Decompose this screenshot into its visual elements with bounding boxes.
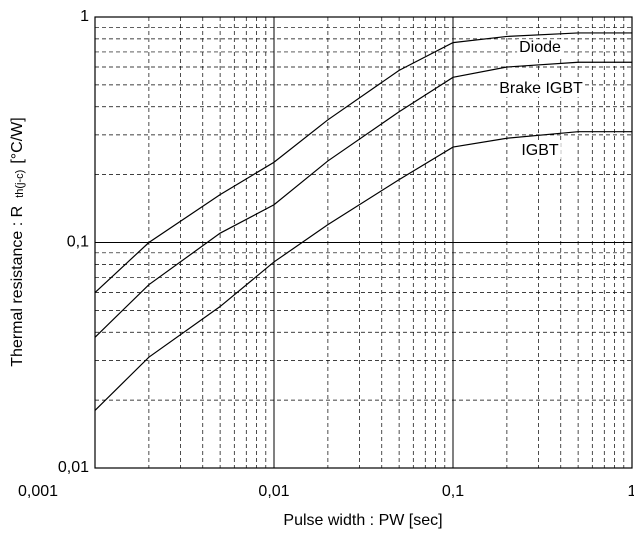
- x-axis-title: Pulse width : PW [sec]: [283, 512, 442, 529]
- y-axis-title: Thermal resistance : R th(j-c) [°C/W]: [9, 117, 26, 366]
- y-axis-title-main: Thermal resistance : R: [9, 206, 26, 367]
- x-tick-label: 1: [628, 483, 634, 500]
- series-label-bg: [497, 80, 586, 98]
- series-label: Brake IGBT: [499, 80, 583, 97]
- series-line: [94, 32, 632, 293]
- x-tick-label: 0,01: [258, 483, 289, 500]
- y-tick-label: 0,1: [67, 234, 89, 251]
- series-label-bg: [517, 39, 563, 57]
- x-tick-label: 0,1: [442, 483, 464, 500]
- series-line: [94, 131, 632, 411]
- series-label: Diode: [519, 39, 561, 56]
- y-tick-label: 1: [80, 8, 89, 25]
- y-tick-label: 0,01: [58, 459, 89, 476]
- series-line: [94, 61, 632, 338]
- x-tick-label: 0,001: [18, 483, 58, 500]
- y-axis-title-unit: [°C/W]: [9, 117, 26, 163]
- series-label: IGBT: [521, 142, 559, 159]
- series-label-bg: [519, 142, 561, 160]
- y-axis-title-sub: th(j-c): [14, 170, 26, 198]
- plot-frame: [94, 16, 633, 469]
